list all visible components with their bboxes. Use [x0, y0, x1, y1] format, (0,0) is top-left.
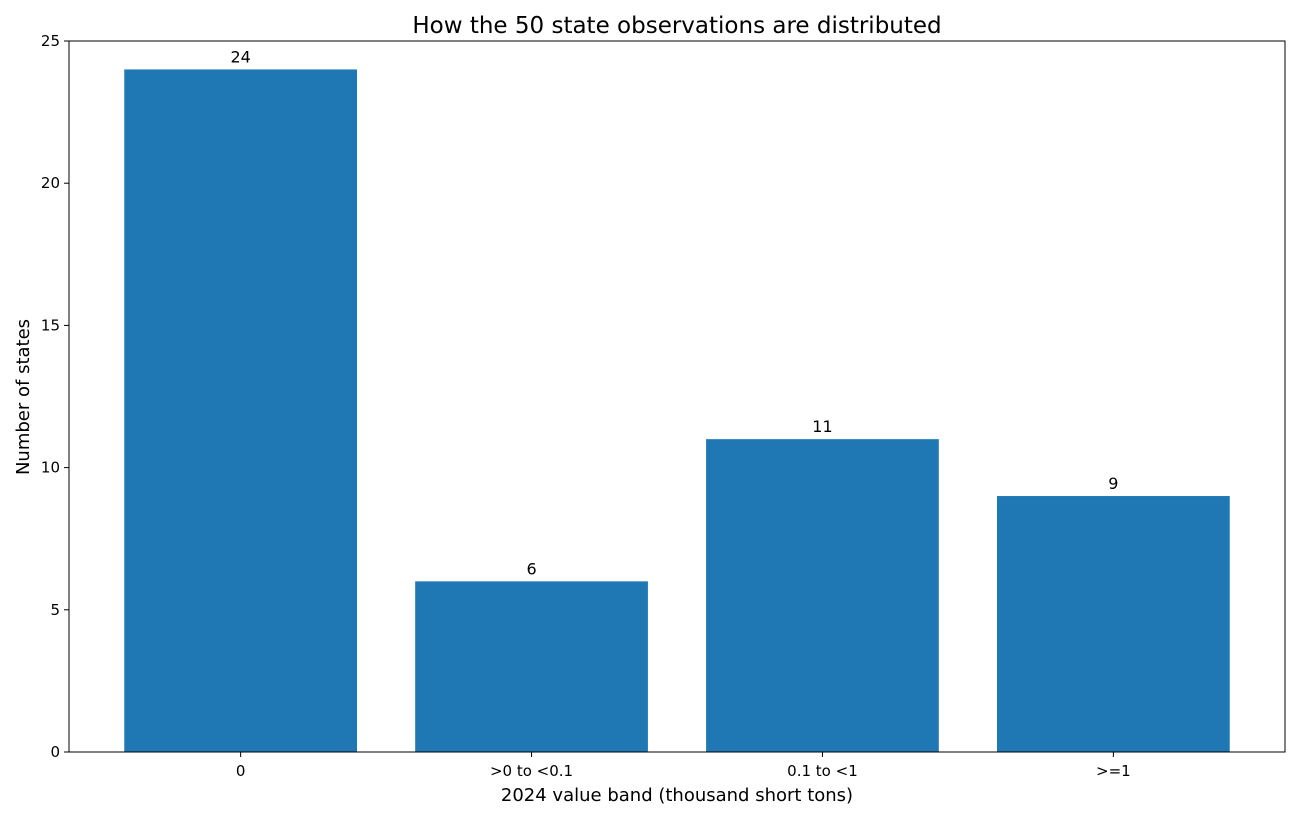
- bar-0: [124, 69, 357, 752]
- bar-1: [415, 581, 648, 752]
- x-axis-label: 2024 value band (thousand short tons): [501, 785, 853, 806]
- x-tick-label-0: 0: [236, 762, 246, 780]
- y-axis: 0 5 10 15 20 25: [41, 32, 69, 761]
- x-tick-label-3: >=1: [1096, 762, 1131, 780]
- data-label-3: 9: [1108, 474, 1118, 493]
- data-label-2: 11: [812, 417, 832, 436]
- y-tick-label-5: 25: [41, 32, 60, 50]
- plot-frame: [68, 40, 1286, 753]
- data-labels-group: 24 6 11 9: [230, 47, 1118, 578]
- bars-group: [124, 69, 1230, 752]
- y-tick-label-1: 5: [50, 601, 60, 619]
- x-axis: 0 >0 to <0.1 0.1 to <1 >=1: [236, 752, 1131, 780]
- y-tick-label-3: 15: [41, 316, 60, 334]
- bar-3: [997, 496, 1230, 752]
- y-tick-label-4: 20: [41, 174, 60, 192]
- y-axis-label: Number of states: [13, 319, 34, 475]
- x-tick-label-1: >0 to <0.1: [490, 762, 573, 780]
- data-label-1: 6: [526, 559, 536, 578]
- chart-title: How the 50 state observations are distri…: [412, 13, 941, 39]
- y-tick-label-0: 0: [50, 743, 60, 761]
- data-label-0: 24: [230, 47, 250, 66]
- bar-2: [706, 439, 939, 752]
- y-tick-label-2: 10: [41, 459, 60, 477]
- x-tick-label-2: 0.1 to <1: [787, 762, 858, 780]
